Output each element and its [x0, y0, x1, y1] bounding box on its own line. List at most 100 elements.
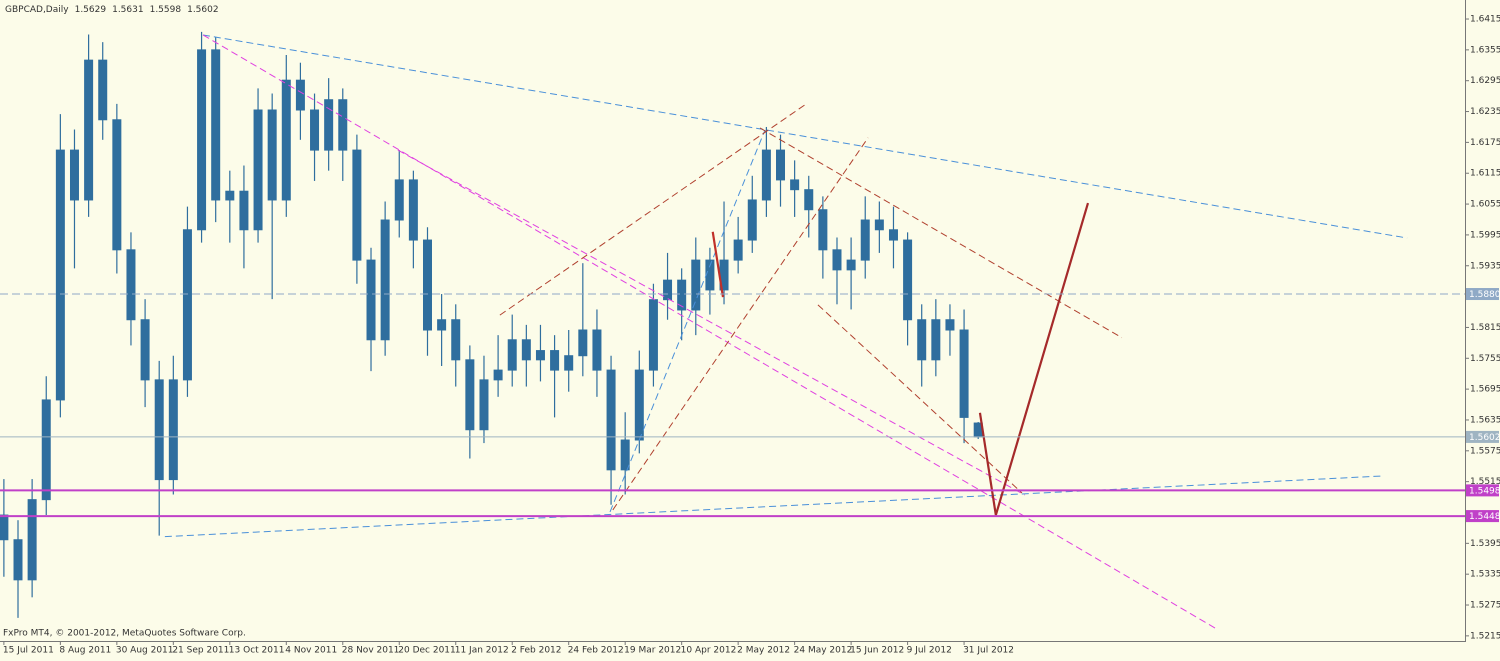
candle-body — [408, 179, 418, 241]
y-tick-label: 1.5935 — [1470, 261, 1500, 271]
candle-body — [761, 149, 771, 201]
trend-line — [612, 137, 869, 511]
trend-line — [202, 34, 1408, 239]
y-tick-label: 1.5695 — [1470, 385, 1500, 395]
x-tick-label: 21 Sep 2011 — [172, 646, 229, 656]
candle-body — [846, 259, 856, 271]
header: GBPCAD,Daily 1.5629 1.5631 1.5598 1.5602 — [5, 5, 219, 15]
candle-body — [41, 399, 51, 501]
trend-line — [759, 127, 1123, 339]
header-low: 1.5598 — [150, 5, 182, 15]
candle-body — [733, 239, 743, 261]
candle-body — [69, 149, 79, 201]
candle-body — [634, 369, 644, 441]
candle-body — [860, 219, 870, 261]
candle-body — [804, 189, 814, 211]
y-tick-label: 1.6415 — [1470, 15, 1500, 25]
footer: FxPro MT4, © 2001-2012, MetaQuotes Softw… — [3, 629, 246, 639]
candle-body — [747, 199, 757, 241]
y-tick-label: 1.5995 — [1470, 230, 1500, 240]
candle-body — [154, 379, 164, 481]
price-box — [1466, 288, 1499, 301]
y-tick-label: 1.5755 — [1470, 354, 1500, 364]
candle-body — [239, 190, 249, 231]
candle-body — [182, 229, 192, 381]
candle-body — [98, 59, 108, 121]
y-tick-label: 1.5335 — [1470, 570, 1500, 580]
candle-body — [888, 229, 898, 241]
price-box-label: 1.5602 — [1469, 433, 1500, 443]
y-tick-label: 1.6115 — [1470, 169, 1500, 179]
candle-body — [776, 149, 786, 181]
x-tick-label: 30 Aug 2011 — [116, 646, 174, 656]
candle-body — [959, 329, 969, 418]
candle-body — [818, 209, 828, 251]
header-close: 1.5602 — [187, 5, 219, 15]
candle-body — [211, 49, 221, 201]
candle-body — [691, 259, 701, 311]
header-open: 1.5629 — [75, 5, 107, 15]
candle-body — [592, 329, 602, 371]
candle-body — [874, 219, 884, 231]
x-tick-label: 20 Dec 2011 — [398, 646, 456, 656]
trend-line — [164, 475, 1383, 538]
candle-body — [917, 319, 927, 361]
price-box — [1466, 510, 1499, 523]
candle-body — [606, 369, 616, 471]
candle-body — [168, 379, 178, 481]
candle-body — [903, 239, 913, 321]
price-box — [1466, 484, 1499, 497]
y-tick-label: 1.6235 — [1470, 107, 1500, 117]
candle-body — [620, 439, 630, 471]
candle-body — [310, 109, 320, 151]
trend-line — [978, 202, 1090, 516]
candle-body — [295, 79, 305, 111]
x-tick-label: 13 Oct 2011 — [229, 646, 285, 656]
candle-body — [366, 259, 376, 341]
y-tick-label: 1.5815 — [1470, 323, 1500, 333]
candle-body — [140, 319, 150, 381]
y-tick-label: 1.5275 — [1470, 601, 1500, 611]
x-tick-label: 8 Aug 2011 — [59, 646, 111, 656]
candle-body — [451, 319, 461, 361]
candle-body — [521, 339, 531, 361]
candle-body — [648, 299, 658, 371]
candle-body — [281, 79, 291, 201]
trend-line — [609, 129, 766, 513]
candle-body — [225, 190, 235, 201]
candle-body — [84, 59, 94, 201]
trend-line — [397, 149, 1026, 496]
x-tick-label: 24 Feb 2012 — [568, 646, 624, 656]
trend-line — [499, 104, 806, 316]
x-tick-label: 15 Jun 2012 — [850, 646, 904, 656]
candle-body — [112, 119, 122, 251]
y-tick-label: 1.5395 — [1470, 539, 1500, 549]
candle-body — [0, 514, 9, 541]
candle-body — [380, 219, 390, 341]
x-tick-label: 2 May 2012 — [737, 646, 790, 656]
y-tick-label: 1.6175 — [1470, 138, 1500, 148]
header-high: 1.5631 — [112, 5, 144, 15]
x-tick-label: 10 Apr 2012 — [681, 646, 737, 656]
candle-body — [197, 49, 207, 231]
candle-body — [13, 539, 23, 581]
x-tick-label: 2 Feb 2012 — [511, 646, 561, 656]
x-tick-label: 9 Jul 2012 — [907, 646, 952, 656]
candle-body — [126, 249, 136, 321]
candle-body — [535, 350, 545, 361]
y-tick-label: 1.6055 — [1470, 200, 1500, 210]
candle-body — [550, 350, 560, 371]
x-tick-label: 24 May 2012 — [794, 646, 853, 656]
candle-body — [27, 499, 37, 581]
x-tick-label: 11 Jan 2012 — [455, 646, 509, 656]
price-box-label: 1.5448 — [1469, 512, 1500, 522]
candle-body — [465, 359, 475, 431]
y-tick-label: 1.5575 — [1470, 446, 1500, 456]
y-tick-label: 1.6295 — [1470, 76, 1500, 86]
candle-body — [832, 249, 842, 271]
candle-body — [677, 279, 687, 311]
y-tick-label: 1.5215 — [1470, 631, 1500, 641]
chart-title: GBPCAD,Daily — [5, 5, 69, 15]
